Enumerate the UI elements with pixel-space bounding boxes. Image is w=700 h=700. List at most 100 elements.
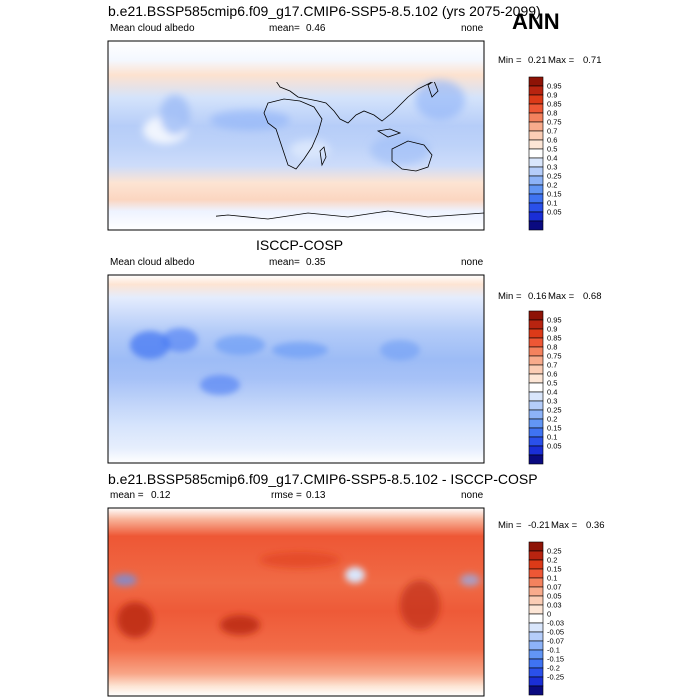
colorbar-tick-label: 0.05 <box>547 208 562 217</box>
colorbar-box <box>528 166 544 177</box>
panel3-max-value: 0.36 <box>586 520 605 531</box>
colorbar-tick-label: -0.15 <box>547 655 564 664</box>
colorbar-box <box>528 310 544 321</box>
panel2-min-label: Min = <box>498 291 522 302</box>
colorbar-box <box>528 454 544 465</box>
colorbar-box <box>528 436 544 447</box>
colorbar-tick-label: 0.1 <box>547 574 557 583</box>
colorbar-box <box>528 112 544 123</box>
panel3-title: b.e21.BSSP585cmip6.f09_g17.CMIP6-SSP5-8.… <box>108 471 538 487</box>
colorbar-box <box>528 400 544 411</box>
colorbar-box <box>528 364 544 375</box>
colorbar-box <box>528 337 544 348</box>
colorbar-tick-label: 0.7 <box>547 361 557 370</box>
panel2-max-value: 0.68 <box>583 291 602 302</box>
colorbar-box <box>528 577 544 588</box>
colorbar-box <box>528 211 544 222</box>
colorbar-box <box>528 157 544 168</box>
colorbar-box <box>528 391 544 402</box>
colorbar-box <box>528 121 544 132</box>
colorbar-tick-label: 0.4 <box>547 154 557 163</box>
colorbar-tick-label: -0.07 <box>547 637 564 646</box>
panel2-frame <box>107 274 485 464</box>
colorbar-tick-label: 0.25 <box>547 547 562 556</box>
colorbar-box <box>528 631 544 642</box>
colorbar-box <box>528 382 544 393</box>
colorbar-tick-label: -0.25 <box>547 673 564 682</box>
colorbar-tick-label: -0.05 <box>547 628 564 637</box>
panel1-min-value: 0.21 <box>528 55 547 66</box>
panel1-map <box>107 40 485 231</box>
colorbar-tick-label: 0.07 <box>547 583 562 592</box>
colorbar-box <box>528 373 544 384</box>
panel2-map <box>107 274 485 464</box>
colorbar-box <box>528 604 544 615</box>
colorbar-box <box>528 622 544 633</box>
colorbar-box <box>528 184 544 195</box>
colorbar-box <box>528 445 544 456</box>
colorbar-box <box>528 409 544 420</box>
colorbar-box <box>528 346 544 357</box>
panel3-units: none <box>461 490 484 501</box>
colorbar-box <box>528 541 544 552</box>
colorbar-tick-label: 0.85 <box>547 100 562 109</box>
colorbars: 0.950.90.850.80.750.70.60.50.40.30.250.2… <box>528 76 564 696</box>
colorbar-tick-label: 0.15 <box>547 565 562 574</box>
colorbar-tick-label: -0.1 <box>547 646 560 655</box>
colorbar-box <box>528 613 544 624</box>
colorbar-tick-label: 0.05 <box>547 442 562 451</box>
panel2-units: none <box>461 257 484 268</box>
colorbar-tick-label: 0.9 <box>547 91 557 100</box>
panel3-colorbar: 0.250.20.150.10.070.050.030-0.03-0.05-0.… <box>528 541 564 696</box>
colorbar-box <box>528 175 544 186</box>
panel1-mean-value: 0.46 <box>306 23 326 34</box>
panel3-mean-value: 0.12 <box>151 490 171 501</box>
colorbar-tick-label: 0.4 <box>547 388 557 397</box>
colorbar-box <box>528 202 544 213</box>
panel1-units: none <box>461 23 484 34</box>
colorbar-tick-label: 0.25 <box>547 406 562 415</box>
colorbar-box <box>528 328 544 339</box>
panel3-mean-label: mean = <box>110 490 144 501</box>
colorbar-box <box>528 355 544 366</box>
colorbar-box <box>528 85 544 96</box>
panel1-frame <box>107 40 485 231</box>
colorbar-box <box>528 595 544 606</box>
colorbar-tick-label: 0.75 <box>547 118 562 127</box>
colorbar-box <box>528 139 544 150</box>
colorbar-box <box>528 685 544 696</box>
colorbar-box <box>528 676 544 687</box>
colorbar-tick-label: 0.95 <box>547 316 562 325</box>
colorbar-box <box>528 103 544 114</box>
panel3-rmse-value: 0.13 <box>306 490 326 501</box>
colorbar-box <box>528 148 544 159</box>
panel1-colorbar: 0.950.90.850.80.750.70.60.50.40.30.250.2… <box>528 76 562 231</box>
colorbar-box <box>528 586 544 597</box>
colorbar-tick-label: 0.9 <box>547 325 557 334</box>
colorbar-box <box>528 550 544 561</box>
colorbar-tick-label: 0.15 <box>547 424 562 433</box>
colorbar-tick-label: 0.8 <box>547 343 557 352</box>
panel1-title: b.e21.BSSP585cmip6.f09_g17.CMIP6-SSP5-8.… <box>108 3 541 19</box>
colorbar-tick-label: 0 <box>547 610 551 619</box>
panel2-title: ISCCP-COSP <box>256 237 344 253</box>
panel1-max-label: Max = <box>548 55 575 66</box>
panel2-mean-label: mean= <box>269 257 300 268</box>
colorbar-box <box>528 640 544 651</box>
panel2-colorbar: 0.950.90.850.80.750.70.60.50.40.30.250.2… <box>528 310 562 465</box>
colorbar-box <box>528 319 544 330</box>
colorbar-tick-label: 0.8 <box>547 109 557 118</box>
colorbar-tick-label: 0.25 <box>547 172 562 181</box>
colorbar-box <box>528 568 544 579</box>
colorbar-tick-label: 0.6 <box>547 136 557 145</box>
panel1-min-label: Min = <box>498 55 522 66</box>
colorbar-tick-label: 0.5 <box>547 145 557 154</box>
panel1-max-value: 0.71 <box>583 55 602 66</box>
panel3-frame <box>107 507 485 697</box>
panel2-variable-label: Mean cloud albedo <box>110 257 195 268</box>
colorbar-tick-label: 0.15 <box>547 190 562 199</box>
panel3-max-label: Max = <box>551 520 578 531</box>
colorbar-tick-label: 0.3 <box>547 163 557 172</box>
panel2-max-label: Max = <box>548 291 575 302</box>
